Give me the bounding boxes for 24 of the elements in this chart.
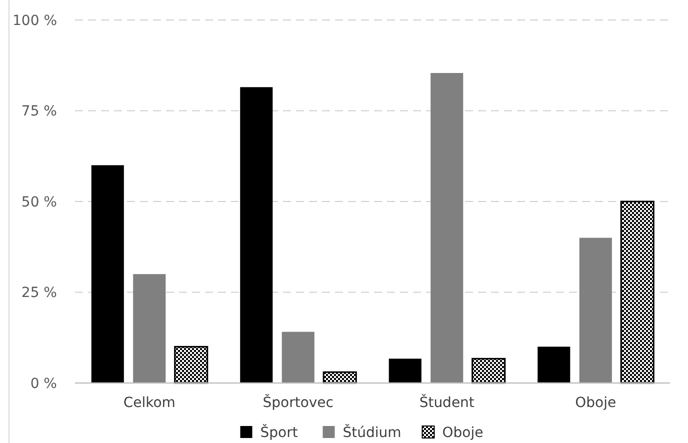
- x-tick-label: Oboje: [575, 395, 616, 411]
- bar: [240, 87, 273, 383]
- y-tick-label: 0 %: [30, 376, 57, 392]
- bar: [133, 274, 166, 383]
- x-tick-label: Celkom: [123, 395, 176, 411]
- y-tick-label: 50 %: [21, 194, 57, 210]
- bar: [388, 358, 422, 383]
- bar: [91, 165, 124, 383]
- y-tick-label: 75 %: [21, 104, 57, 120]
- y-tick-label: 100 %: [12, 12, 57, 29]
- bar: [322, 371, 357, 384]
- bar: [430, 73, 464, 383]
- legend-label: Šport: [260, 424, 298, 441]
- bar: [620, 200, 654, 384]
- x-tick-label: Športovec: [262, 394, 334, 411]
- bar: [579, 238, 612, 383]
- bar: [472, 358, 506, 384]
- x-tick-label: Študent: [419, 394, 475, 411]
- legend-label: Štúdium: [342, 424, 402, 441]
- bar: [174, 346, 208, 384]
- legend-label: Oboje: [442, 425, 484, 441]
- y-tick-label: 25 %: [21, 285, 57, 302]
- bar: [538, 346, 570, 383]
- bar: [282, 332, 314, 383]
